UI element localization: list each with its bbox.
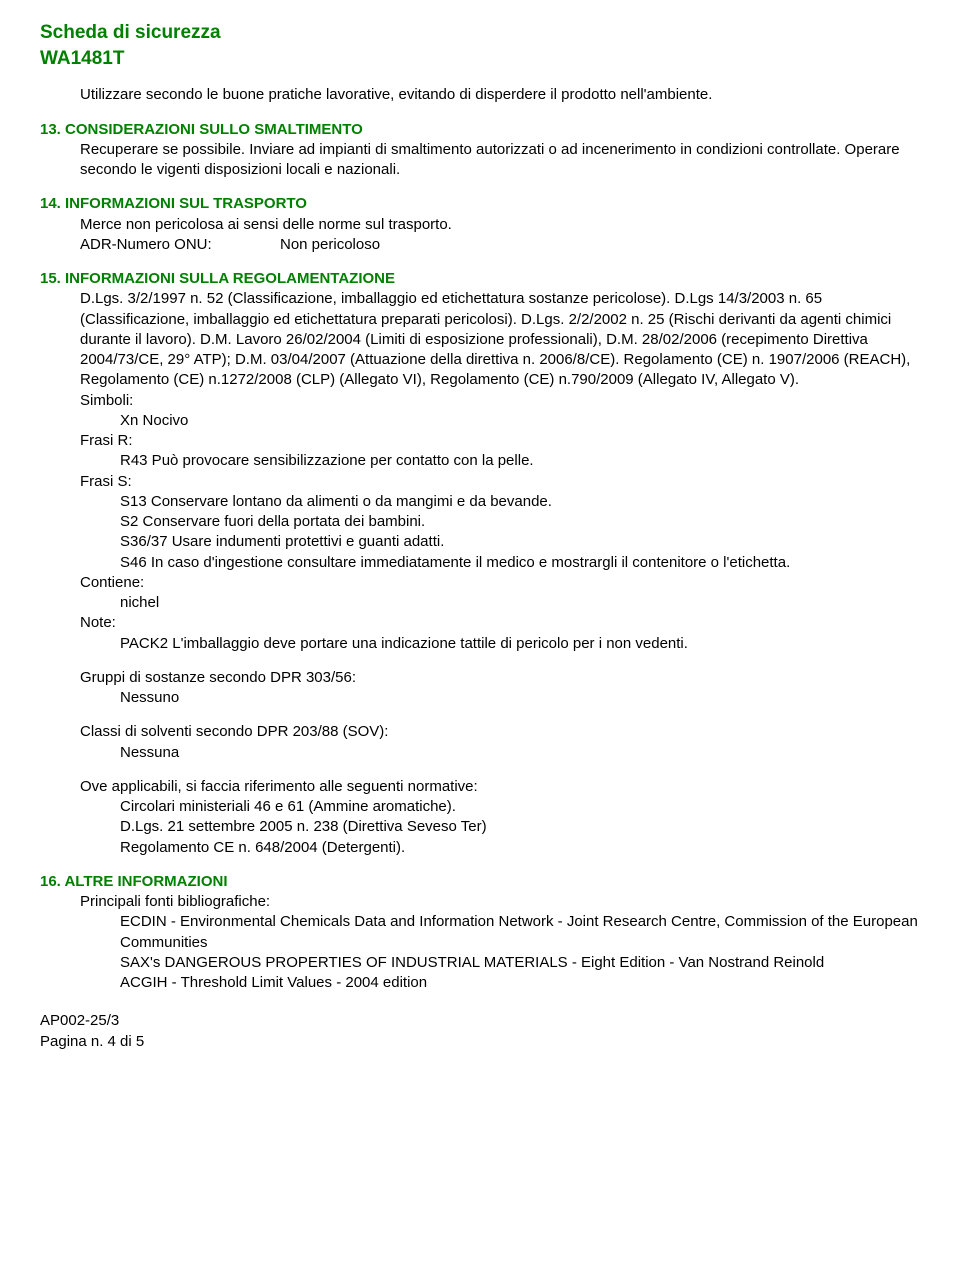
adr-value: Non pericoloso bbox=[280, 235, 380, 255]
classi-value: Nessuna bbox=[120, 743, 920, 763]
section-15-para: D.Lgs. 3/2/1997 n. 52 (Classificazione, … bbox=[80, 289, 920, 390]
biblio-1: ECDIN - Environmental Chemicals Data and… bbox=[120, 912, 920, 953]
biblio-2: SAX's DANGEROUS PROPERTIES OF INDUSTRIAL… bbox=[120, 953, 920, 973]
footer-code: AP002-25/3 bbox=[40, 1011, 920, 1031]
biblio-3: ACGIH - Threshold Limit Values - 2004 ed… bbox=[120, 973, 920, 993]
ove-3: Regolamento CE n. 648/2004 (Detergenti). bbox=[120, 838, 920, 858]
frasi-r-value: R43 Può provocare sensibilizzazione per … bbox=[120, 451, 920, 471]
section-14-line1: Merce non pericolosa ai sensi delle norm… bbox=[80, 215, 920, 235]
section-13-body: Recuperare se possibile. Inviare ad impi… bbox=[80, 140, 920, 181]
section-13-heading: 13. CONSIDERAZIONI SULLO SMALTIMENTO bbox=[40, 120, 920, 140]
section-16-heading: 16. ALTRE INFORMAZIONI bbox=[40, 872, 920, 892]
adr-key: ADR-Numero ONU: bbox=[80, 235, 280, 255]
simboli-label: Simboli: bbox=[80, 391, 920, 411]
section-15-heading: 15. INFORMAZIONI SULLA REGOLAMENTAZIONE bbox=[40, 269, 920, 289]
doc-title-2: WA1481T bbox=[40, 46, 920, 72]
frasi-s-1: S13 Conservare lontano da alimenti o da … bbox=[120, 492, 920, 512]
frasi-s-2: S2 Conservare fuori della portata dei ba… bbox=[120, 512, 920, 532]
ove-2: D.Lgs. 21 settembre 2005 n. 238 (Diretti… bbox=[120, 817, 920, 837]
contiene-label: Contiene: bbox=[80, 573, 920, 593]
section-16-label: Principali fonti bibliografiche: bbox=[80, 892, 920, 912]
note-value: PACK2 L'imballaggio deve portare una ind… bbox=[120, 634, 920, 654]
frasi-s-3: S36/37 Usare indumenti protettivi e guan… bbox=[120, 532, 920, 552]
section-14-kv: ADR-Numero ONU: Non pericoloso bbox=[80, 235, 920, 255]
doc-title-1: Scheda di sicurezza bbox=[40, 20, 920, 46]
frasi-s-4: S46 In caso d'ingestione consultare imme… bbox=[120, 553, 920, 573]
gruppi-label: Gruppi di sostanze secondo DPR 303/56: bbox=[80, 668, 920, 688]
gruppi-value: Nessuno bbox=[120, 688, 920, 708]
frasi-s-label: Frasi S: bbox=[80, 472, 920, 492]
ove-1: Circolari ministeriali 46 e 61 (Ammine a… bbox=[120, 797, 920, 817]
frasi-r-label: Frasi R: bbox=[80, 431, 920, 451]
contiene-value: nichel bbox=[120, 593, 920, 613]
footer-page: Pagina n. 4 di 5 bbox=[40, 1032, 920, 1052]
ove-label: Ove applicabili, si faccia riferimento a… bbox=[80, 777, 920, 797]
simboli-value: Xn Nocivo bbox=[120, 411, 920, 431]
note-label: Note: bbox=[80, 613, 920, 633]
intro-text: Utilizzare secondo le buone pratiche lav… bbox=[80, 85, 920, 105]
classi-label: Classi di solventi secondo DPR 203/88 (S… bbox=[80, 722, 920, 742]
section-14-heading: 14. INFORMAZIONI SUL TRASPORTO bbox=[40, 194, 920, 214]
